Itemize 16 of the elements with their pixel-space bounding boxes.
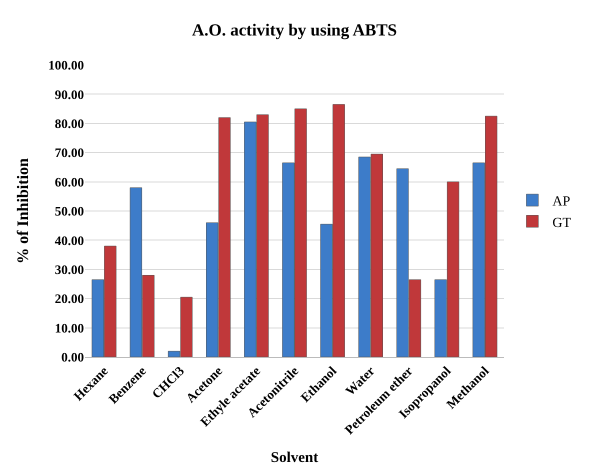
y-tick-label: 40.00 (54, 232, 84, 248)
y-tick-label: 90.00 (54, 86, 84, 102)
y-tick-label: 70.00 (54, 145, 84, 160)
y-tick-label: 30.00 (54, 262, 84, 277)
legend-label: AP (552, 194, 570, 210)
y-tick-label: 80.00 (54, 116, 84, 131)
y-tick-label: 0.00 (61, 350, 84, 365)
y-tick-label: 10.00 (54, 320, 84, 336)
x-axis-title: Solvent (270, 450, 318, 466)
y-tick-label: 20.00 (54, 291, 84, 306)
chart-title: A.O. activity by using ABTS (192, 20, 397, 40)
y-tick-label: 100.00 (48, 58, 84, 73)
legend-label: GT (552, 216, 572, 231)
y-tick-label: 60.00 (54, 174, 84, 190)
y-tick-label: 50.00 (54, 204, 84, 219)
y-axis-title: % of Inhibition (15, 158, 32, 264)
